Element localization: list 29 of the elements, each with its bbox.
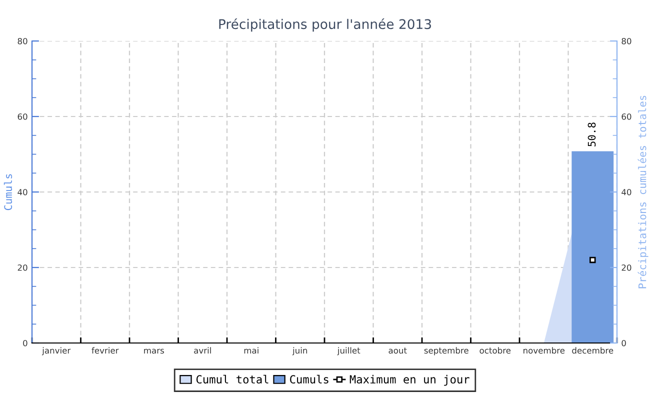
y-tick-label: 60 <box>18 113 28 120</box>
x-tick-label: septembre <box>424 347 468 356</box>
y-tick-label: 20 <box>18 264 28 271</box>
x-tick-label: fevrier <box>92 347 119 354</box>
y2-tick-label: 20 <box>622 264 632 271</box>
x-tick-label: juin <box>292 347 308 356</box>
y2-tick-label: 0 <box>622 340 626 346</box>
y2-tick-label: 40 <box>622 188 632 196</box>
x-tick-label: mars <box>144 348 164 354</box>
y2-tick-label: 60 <box>622 113 632 120</box>
x-tick-label: mai <box>244 347 258 354</box>
x-tick-label: juillet <box>337 347 360 356</box>
data-label: 50.8 <box>588 122 596 146</box>
x-tick-label: octobre <box>480 347 511 354</box>
y-tick-label: 40 <box>18 188 28 196</box>
y2-axis-title: Précipitations cumulées totales <box>638 96 648 288</box>
y-axis-title: Cumuls <box>4 174 12 210</box>
x-tick-label: avril <box>194 347 211 354</box>
y-tick-label: 80 <box>18 38 28 44</box>
legend-label: Cumul total <box>196 374 268 384</box>
legend-label: Maximum en un jour <box>350 374 470 386</box>
chart-title: Précipitations pour l'année 2013 <box>219 18 431 32</box>
y2-tick-label: 80 <box>622 38 632 44</box>
y-tick-label: 0 <box>23 340 28 346</box>
x-tick-label: novembre <box>524 347 565 354</box>
legend-label: Cumuls <box>290 374 328 384</box>
x-tick-label: janvier <box>42 347 71 356</box>
x-tick-label: aout <box>388 348 407 354</box>
x-tick-label: decembre <box>572 347 614 354</box>
